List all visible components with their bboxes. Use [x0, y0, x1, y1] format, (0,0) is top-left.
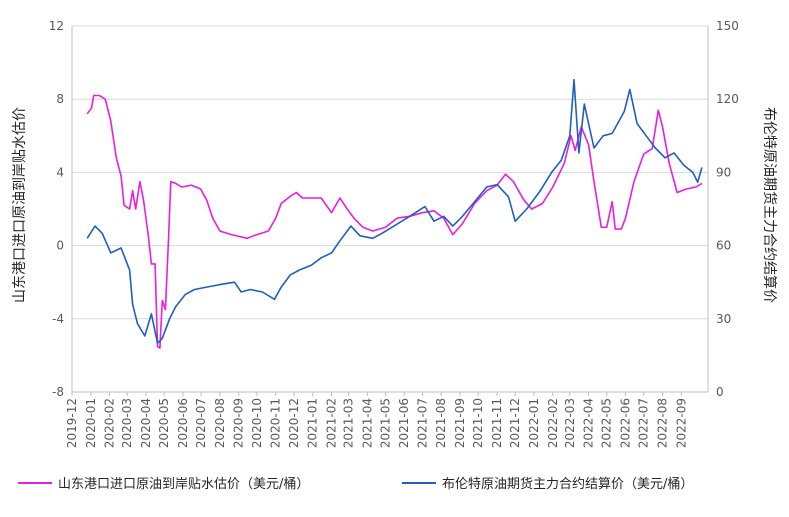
x-tick-label: 2021-08 — [434, 398, 448, 448]
left-tick-label: 12 — [49, 19, 64, 33]
series-layer — [86, 78, 703, 349]
right-tick-label: 120 — [716, 92, 739, 106]
left-tick-label: 0 — [56, 239, 64, 253]
x-tick-label: 2022-06 — [619, 398, 633, 448]
x-tick-label: 2021-11 — [490, 398, 504, 448]
left-tick-label: 8 — [56, 92, 64, 106]
x-tick-label: 2021-10 — [471, 398, 485, 448]
x-tick-label: 2020-09 — [232, 398, 246, 448]
x-tick-label: 2021-03 — [341, 398, 355, 448]
legend-label-2: 布伦特原油期货主力合约结算价（美元/桶） — [442, 476, 693, 492]
x-tick-label: 2021-04 — [360, 398, 374, 448]
left-tick-label: -8 — [52, 385, 64, 399]
legend: 山东港口进口原油到岸贴水估价（美元/桶） 布伦特原油期货主力合约结算价（美元/桶） — [18, 476, 693, 492]
x-tick-label: 2020-10 — [250, 398, 264, 448]
x-tick-label: 2019-12 — [65, 398, 79, 448]
x-tick-label: 2022-03 — [563, 398, 577, 448]
x-tick-label: 2022-02 — [546, 398, 560, 448]
left-tick-label: 4 — [56, 165, 64, 179]
x-tick-label: 2022-09 — [674, 398, 688, 448]
right-tick-label: 90 — [716, 165, 731, 179]
x-tick-label: 2021-12 — [508, 398, 522, 448]
x-tick-label: 2022-05 — [600, 398, 614, 448]
left-tick-label: -4 — [52, 312, 64, 326]
right-tick-label: 60 — [716, 239, 731, 253]
x-tick-label: 2020-12 — [287, 398, 301, 448]
x-tick-label: 2020-06 — [176, 398, 190, 448]
right-tick-label: 30 — [716, 312, 731, 326]
x-tick-label: 2020-04 — [139, 398, 153, 448]
right-axis-title: 布伦特原油期货主力合约结算价 — [761, 107, 778, 303]
x-tick-label: 2020-07 — [194, 398, 208, 448]
x-tick-label: 2020-02 — [103, 398, 117, 448]
right-tick-label: 150 — [716, 19, 739, 33]
legend-label-1: 山东港口进口原油到岸贴水估价（美元/桶） — [58, 477, 309, 492]
x-tick-label: 2020-11 — [269, 398, 283, 448]
x-tick-label: 2022-07 — [637, 398, 651, 448]
x-tick-label: 2020-01 — [84, 398, 98, 448]
x-tick-label: 2022-04 — [582, 398, 596, 448]
x-tick-label: 2021-02 — [324, 398, 338, 448]
x-tick-label: 2020-03 — [120, 398, 134, 448]
x-tick-label: 2022-01 — [527, 398, 541, 448]
x-tick-label: 2021-05 — [378, 398, 392, 448]
x-tick-label: 2020-05 — [157, 398, 171, 448]
x-tick-label: 2022-08 — [656, 398, 670, 448]
axes — [71, 26, 709, 396]
series-line-2 — [86, 78, 703, 344]
series-line-1 — [86, 94, 703, 349]
left-axis-title: 山东港口进口原油到岸贴水估价 — [12, 107, 28, 303]
x-tick-label: 2021-07 — [415, 398, 429, 448]
x-tick-label: 2021-06 — [397, 398, 411, 448]
right-tick-label: 0 — [716, 385, 724, 399]
x-tick-label: 2020-08 — [213, 398, 227, 448]
x-tick-label: 2021-01 — [306, 398, 320, 448]
x-tick-label: 2021-09 — [453, 398, 467, 448]
